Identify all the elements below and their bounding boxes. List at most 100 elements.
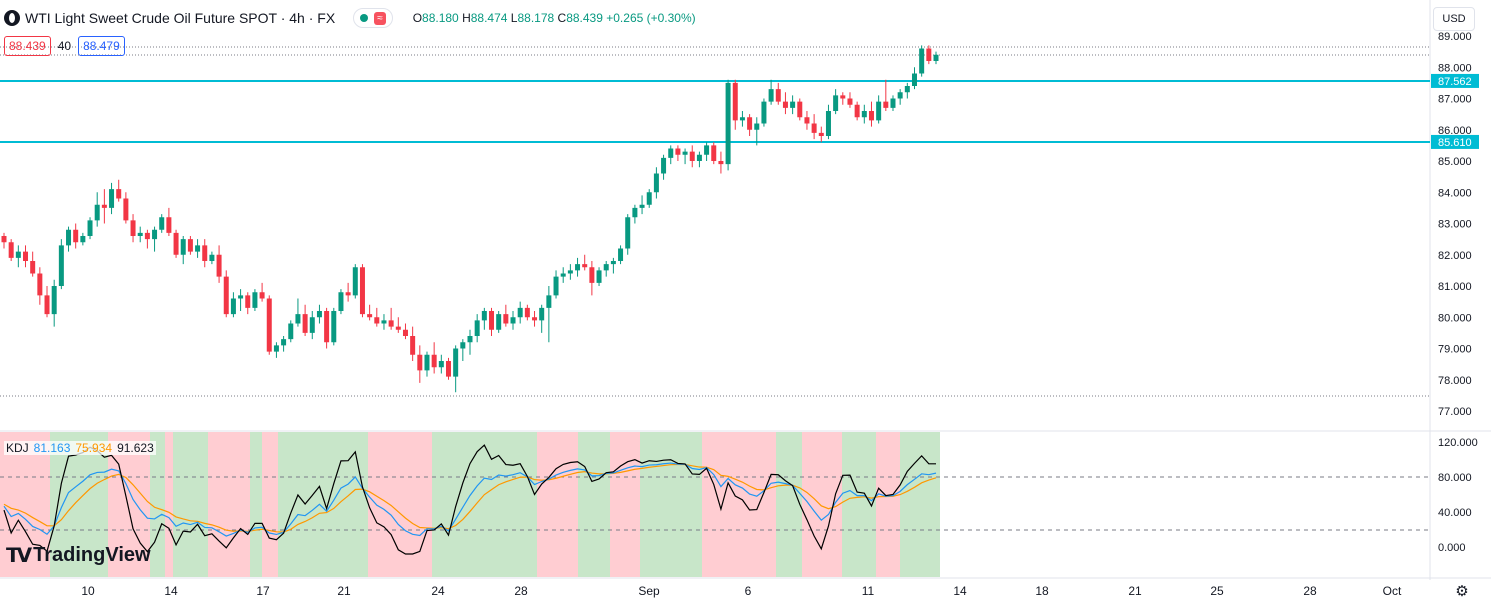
candle-body <box>883 101 889 108</box>
settings-gear-icon[interactable]: ⚙ <box>1455 583 1469 600</box>
kdj-k-line <box>3 462 937 537</box>
candle-body <box>761 101 767 124</box>
time-tick-label: 21 <box>1128 584 1142 598</box>
candle-body <box>524 307 530 318</box>
kdj-band <box>0 432 50 577</box>
candle-body <box>431 354 437 368</box>
candle-body <box>854 104 860 118</box>
currency-selector[interactable]: USD <box>1433 7 1475 31</box>
kdj-band <box>702 432 776 577</box>
candle-body <box>596 270 602 283</box>
candle-body <box>567 270 573 274</box>
time-axis[interactable]: 10 14 17 21 24 28 Sep 6 11 14 18 21 25 28 Oct <box>81 584 1402 598</box>
candle-body <box>295 314 301 324</box>
price-tick-label: 87.000 <box>1438 94 1472 106</box>
candle-body <box>926 48 932 61</box>
price-tick-label: 80.000 <box>1438 312 1472 324</box>
candle-body <box>539 307 545 321</box>
candle-body <box>775 89 781 102</box>
candle-body <box>489 311 495 330</box>
tradingview-logo[interactable]: 𝗧𝗩 TradingView <box>6 543 151 568</box>
candle-body <box>496 314 502 330</box>
candle-body <box>37 273 43 296</box>
candle-body <box>725 82 731 165</box>
kdj-band <box>262 432 278 577</box>
candle-body <box>532 317 538 321</box>
candle-body <box>137 232 143 236</box>
kdj-band <box>876 432 900 577</box>
horizontal-levels[interactable] <box>0 79 1430 143</box>
buy-button[interactable]: 88.479 <box>78 36 125 56</box>
kdj-band <box>108 432 150 577</box>
time-tick-label: 21 <box>337 584 351 598</box>
candle-body <box>187 239 193 252</box>
kdj-k-value: 81.163 <box>33 441 71 455</box>
candle-body <box>367 314 373 318</box>
price-level-badge-label: 85.610 <box>1438 137 1472 149</box>
kdj-band <box>368 432 432 577</box>
status-pill[interactable]: ≈ <box>353 8 393 28</box>
candle-body <box>359 267 365 315</box>
candle-body <box>768 89 774 102</box>
candle-body <box>747 117 753 130</box>
candle-body <box>238 295 244 299</box>
candle-body <box>582 264 588 268</box>
candle-body <box>123 198 129 221</box>
candle-body <box>424 354 430 371</box>
candle-body <box>144 232 150 240</box>
candle-body <box>653 173 659 193</box>
candle-body <box>266 298 272 352</box>
price-tick-label: 78.000 <box>1438 375 1472 387</box>
grid-lines <box>0 0 1491 580</box>
candle-body <box>410 336 416 355</box>
candle-body <box>395 326 401 330</box>
price-axis[interactable]: 89.000 88.000 87.000 86.000 85.000 84.000 83.0… <box>1431 31 1479 554</box>
candle-body <box>560 273 566 277</box>
price-tick-label: 81.000 <box>1438 281 1472 293</box>
candle-body <box>73 229 79 243</box>
kdj-band <box>432 432 537 577</box>
symbol-title[interactable]: WTI Light Sweet Crude Oil Future SPOT · … <box>25 10 336 26</box>
candle-body <box>553 276 559 296</box>
kdj-d-line <box>3 463 937 533</box>
close-label: C <box>557 11 567 25</box>
kdj-j-value: 91.623 <box>117 441 154 455</box>
candle-body <box>374 317 380 324</box>
chart-header: WTI Light Sweet Crude Oil Future SPOT · … <box>4 8 696 28</box>
candle-body <box>324 311 330 343</box>
time-tick-label: 6 <box>745 584 752 598</box>
open-label: O <box>412 11 423 25</box>
candle-body <box>825 111 831 136</box>
change-value: +0.265 (+0.30%) <box>606 11 696 25</box>
sell-button[interactable]: 88.439 <box>4 36 51 56</box>
candle-body <box>152 229 158 240</box>
candle-body <box>632 207 638 218</box>
price-tick-label: 84.000 <box>1438 187 1472 199</box>
price-level-badge <box>1431 134 1479 149</box>
candle-body <box>933 54 939 61</box>
price-tick-label: 89.000 <box>1438 31 1472 43</box>
market-open-dot-icon <box>360 14 369 22</box>
candle-body <box>202 245 208 261</box>
time-tick-label: 28 <box>514 584 528 598</box>
candle-body <box>316 311 322 318</box>
candle-body <box>230 298 236 315</box>
candle-body <box>639 204 645 208</box>
candle-body <box>417 354 423 371</box>
candle-body <box>338 292 344 311</box>
candle-body <box>847 98 853 105</box>
candle-body <box>309 317 315 333</box>
price-tick-label: 83.000 <box>1438 219 1472 231</box>
time-tick-label: Oct <box>1383 584 1402 598</box>
price-tick-label: 77.000 <box>1438 406 1472 418</box>
kdj-band <box>165 432 173 577</box>
kdj-legend[interactable]: KDJ 81.163 75.934 91.623 <box>4 441 156 455</box>
candle-body <box>109 189 115 208</box>
high-label: H <box>462 11 471 25</box>
candle-body <box>94 204 100 221</box>
candle-body <box>80 236 86 243</box>
candle-body <box>87 220 93 236</box>
kdj-lines <box>3 444 937 555</box>
candle-body <box>30 261 36 274</box>
